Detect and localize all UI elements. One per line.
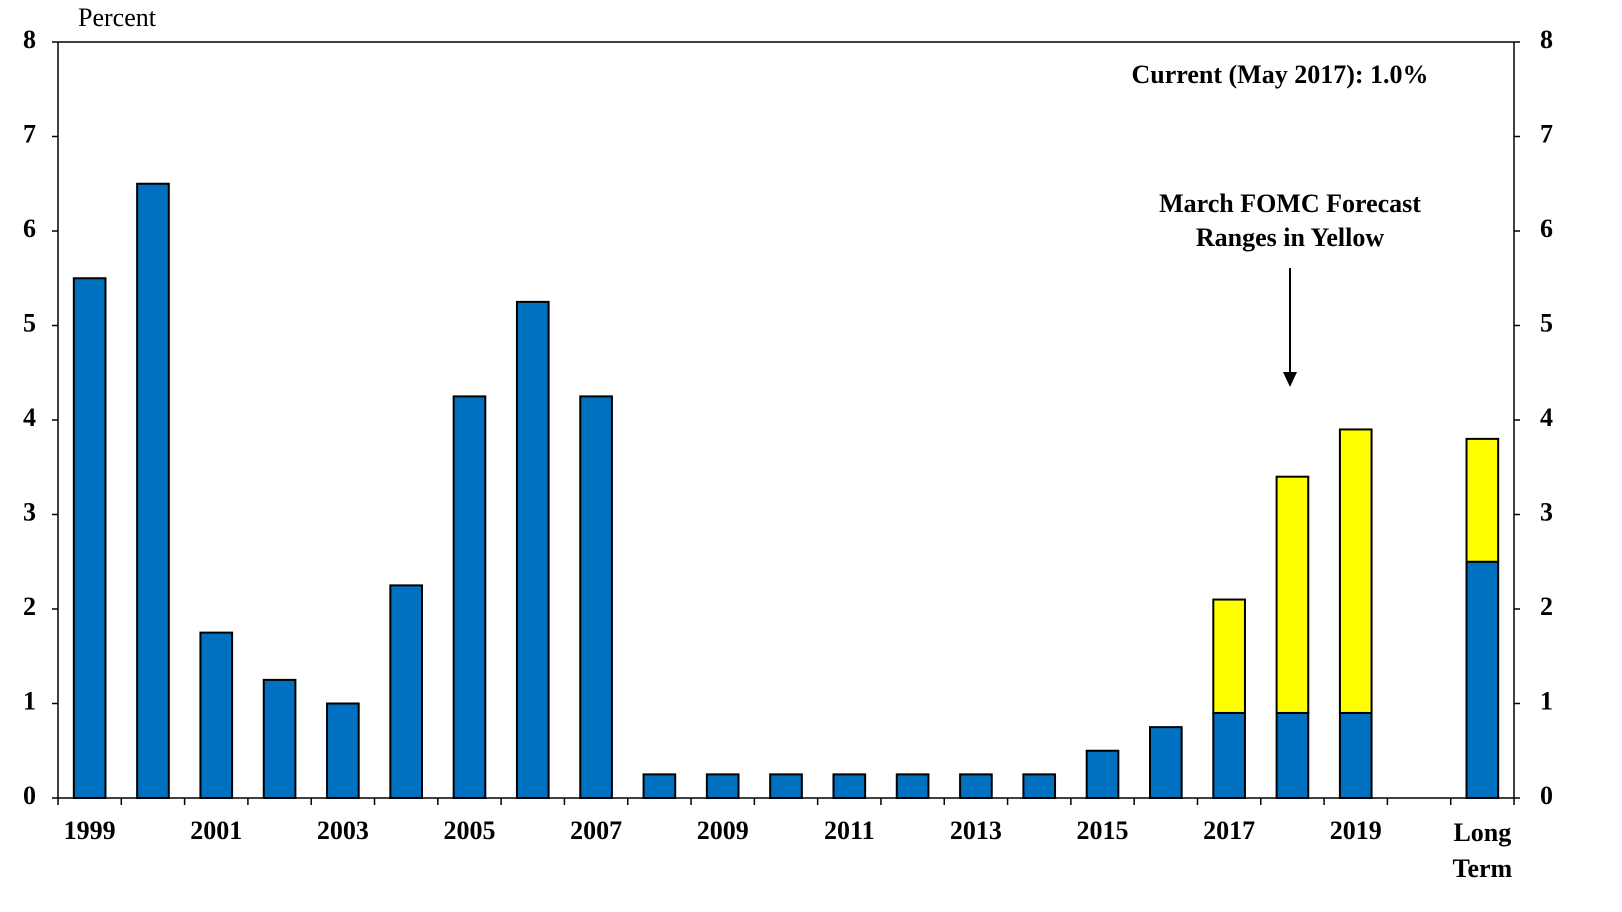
y-tick-label: 6 (23, 214, 36, 243)
x-tick-label: 2011 (824, 816, 875, 845)
bar (452, 395, 487, 799)
y2-tick-label: 1 (1540, 686, 1553, 715)
y-tick-label: 0 (23, 781, 36, 810)
y-tick-label: 7 (23, 119, 36, 148)
bar (136, 182, 170, 799)
x-tick-label: 2015 (1077, 816, 1129, 845)
y2-tick-label: 8 (1540, 25, 1553, 54)
bar (389, 584, 424, 799)
x-tick-label: 2003 (317, 816, 369, 845)
arrow-head (1283, 372, 1297, 387)
x-tick-label: 1999 (64, 816, 116, 845)
x-tick-label: 2005 (443, 816, 495, 845)
y2-tick-label: 7 (1540, 119, 1553, 148)
y2-tick-label: 3 (1540, 497, 1553, 526)
y-tick-label: 1 (23, 686, 36, 715)
forecast-annotation: March FOMC Forecast (1159, 189, 1421, 218)
x-tick-label: 2009 (697, 816, 749, 845)
y-axis-label: Percent (78, 3, 157, 32)
x-tick-label-box: Long Term (1452, 818, 1513, 883)
bar (1085, 749, 1120, 799)
bar (515, 300, 550, 799)
bar (1212, 711, 1246, 800)
bar (959, 773, 993, 799)
x-tick-label: 2007 (570, 816, 622, 845)
bar (1275, 475, 1310, 714)
current-annotation: Current (May 2017): 1.0% (1131, 60, 1428, 89)
bar (1212, 598, 1246, 714)
y-tick-label: 3 (23, 497, 36, 526)
x-tick-label: 2019 (1330, 816, 1382, 845)
bar (579, 395, 613, 799)
y2-tick-label: 4 (1540, 403, 1553, 432)
bar (199, 631, 234, 799)
x-tick-label: 2017 (1203, 816, 1255, 845)
y2-tick-label: 0 (1540, 781, 1553, 810)
bar (642, 773, 677, 799)
bar (769, 773, 803, 799)
bar (326, 702, 360, 799)
bar (832, 773, 867, 799)
bar (705, 773, 740, 799)
bar (1338, 428, 1373, 714)
y2-tick-label: 5 (1540, 308, 1553, 337)
bar (72, 277, 107, 799)
x-tick-label: 2001 (190, 816, 242, 845)
forecast-annotation: Ranges in Yellow (1196, 223, 1384, 252)
bar (1465, 437, 1500, 563)
bar (1275, 711, 1310, 800)
bar (1338, 711, 1373, 800)
bar (1022, 773, 1057, 799)
y-tick-label: 5 (23, 308, 36, 337)
bar (262, 678, 297, 799)
bar (895, 773, 930, 799)
y-tick-label: 8 (23, 25, 36, 54)
x-tick-label: 2013 (950, 816, 1002, 845)
bar (1149, 726, 1183, 799)
y-tick-label: 4 (23, 403, 36, 432)
y2-tick-label: 6 (1540, 214, 1553, 243)
x-tick-label: Long Term (1452, 818, 1513, 883)
y-tick-label: 2 (23, 592, 36, 621)
bar (1465, 560, 1500, 799)
y2-tick-label: 2 (1540, 592, 1553, 621)
